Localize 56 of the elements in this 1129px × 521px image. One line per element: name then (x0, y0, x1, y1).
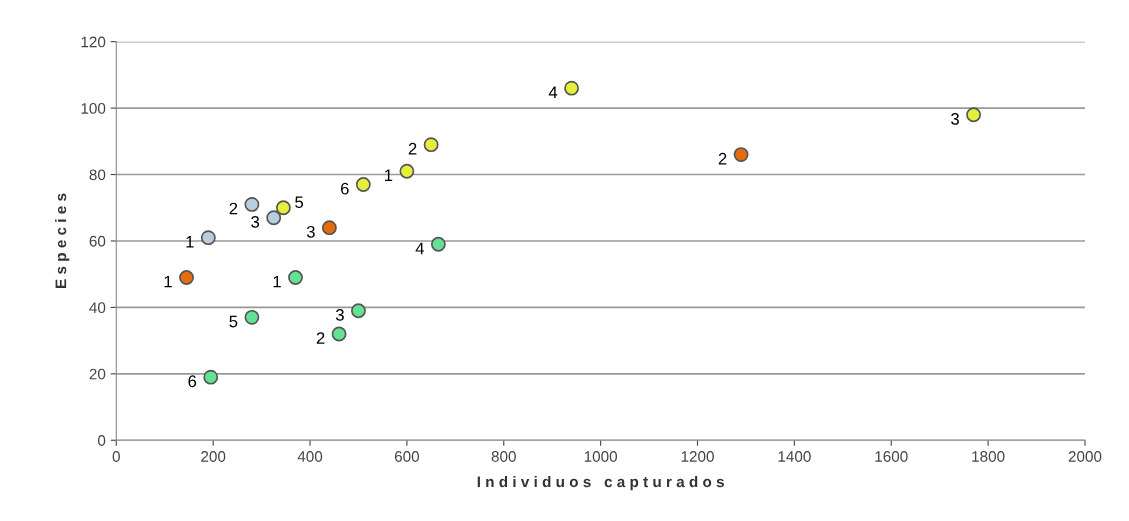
x-tick-label: 200 (201, 451, 226, 462)
point (179, 270, 194, 285)
annotation: 5 (229, 315, 238, 328)
point (331, 326, 347, 342)
x-tick-label: 1800 (972, 451, 1005, 462)
annotation: 3 (951, 112, 959, 125)
point (203, 369, 219, 385)
point (399, 163, 415, 179)
x-axis-title: I n d i v i d u o s c a p t u r a d o s (477, 476, 724, 491)
point (244, 197, 260, 212)
y-tick-label: 20 (89, 368, 106, 380)
annotation: 2 (229, 202, 238, 215)
point (266, 210, 282, 226)
point (423, 137, 439, 153)
point (355, 177, 371, 192)
annotation: 5 (295, 196, 304, 209)
annotation: 1 (164, 275, 172, 288)
y-axis-title: E s p e c i e s (55, 193, 70, 288)
point (288, 270, 303, 285)
y-tick-label: 0 (97, 435, 106, 446)
annotation: 3 (306, 225, 315, 238)
x-tick-label: 0 (112, 451, 120, 462)
point (200, 230, 216, 246)
y-tick-label: 60 (89, 235, 106, 247)
y-tick-label: 100 (81, 102, 106, 114)
point (733, 147, 749, 163)
annotation: 4 (415, 242, 424, 255)
x-tick-label: 800 (491, 451, 516, 462)
annotation: 2 (408, 142, 417, 155)
point (430, 236, 446, 252)
x-tick-label: 1400 (778, 451, 811, 462)
annotation: 2 (718, 152, 727, 165)
annotation: 1 (186, 236, 194, 248)
annotation: 6 (188, 375, 197, 388)
annotation: 3 (335, 308, 344, 321)
annotation: 1 (273, 275, 281, 288)
point (351, 303, 366, 319)
x-tick-label: 2000 (1068, 451, 1102, 462)
annotation: 2 (316, 332, 325, 344)
x-tick-label: 1600 (875, 451, 908, 462)
x-tick-label: 600 (394, 451, 420, 462)
point (564, 80, 579, 96)
annotation: 4 (548, 86, 558, 99)
annotation: 1 (385, 169, 393, 182)
y-tick-label: 40 (89, 302, 106, 314)
x-tick-label: 1200 (681, 451, 714, 462)
y-tick-label: 80 (89, 169, 106, 181)
y-tick-label: 120 (81, 36, 106, 48)
point (966, 107, 981, 123)
annotation: 6 (340, 182, 349, 195)
point (275, 200, 291, 216)
x-tick-label: 400 (297, 451, 323, 462)
x-tick-label: 1000 (584, 451, 618, 462)
point (244, 309, 260, 325)
point (321, 220, 337, 236)
annotation: 3 (251, 215, 260, 228)
